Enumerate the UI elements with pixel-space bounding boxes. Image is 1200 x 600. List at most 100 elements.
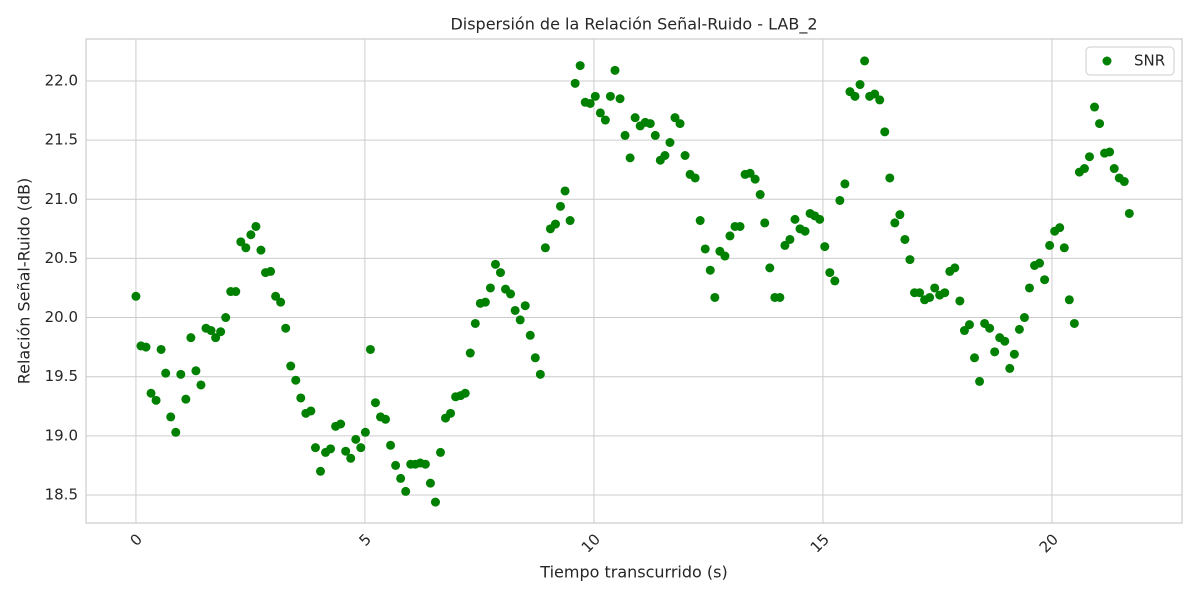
scatter-point — [465, 348, 475, 358]
scatter-point — [181, 394, 191, 404]
scatter-point — [950, 263, 960, 273]
scatter-point — [381, 414, 391, 424]
scatter-point — [1024, 283, 1034, 293]
scatter-point — [630, 113, 640, 123]
scatter-point — [905, 255, 915, 265]
scatter-point — [665, 137, 675, 147]
scatter-point — [326, 444, 336, 454]
scatter-point — [875, 95, 885, 105]
scatter-point — [1055, 223, 1065, 233]
scatter-point — [970, 353, 980, 363]
scatter-point — [196, 380, 206, 390]
y-tick-label: 21.5 — [45, 131, 78, 149]
scatter-point — [315, 466, 325, 476]
scatter-point — [855, 80, 865, 90]
scatter-point — [525, 330, 535, 340]
scatter-point — [555, 201, 565, 211]
scatter-point — [271, 291, 281, 301]
scatter-point — [356, 443, 366, 453]
y-tick-label: 20.5 — [45, 249, 78, 267]
scatter-point — [241, 243, 251, 253]
scatter-point — [1014, 324, 1024, 334]
scatter-point — [1124, 208, 1134, 218]
scatter-point — [705, 265, 715, 275]
legend-label: SNR — [1134, 52, 1165, 70]
scatter-point — [605, 91, 615, 101]
scatter-point — [785, 234, 795, 244]
scatter-point — [765, 263, 775, 273]
scatter-point — [930, 283, 940, 293]
scatter-point — [420, 459, 430, 469]
scatter-point — [156, 344, 166, 354]
scatter-point — [1095, 119, 1105, 129]
legend-marker — [1102, 56, 1112, 66]
scatter-point — [291, 375, 301, 385]
scatter-point — [600, 115, 610, 125]
scatter-point — [276, 297, 286, 307]
scatter-point — [959, 326, 969, 336]
scatter-point — [575, 61, 585, 71]
scatter-point — [1119, 177, 1129, 187]
scatter-point — [775, 292, 785, 302]
y-tick-label: 19.5 — [45, 367, 78, 385]
scatter-point — [161, 368, 171, 378]
scatter-point — [341, 446, 351, 456]
y-tick-label: 19.0 — [45, 426, 78, 444]
scatter-point — [370, 398, 380, 408]
scatter-point — [1109, 164, 1119, 174]
scatter-point — [460, 388, 470, 398]
scatter-point — [755, 190, 765, 200]
scatter-point — [470, 318, 480, 328]
scatter-point — [1064, 295, 1074, 305]
scatter-point — [990, 347, 1000, 357]
scatter-point — [146, 388, 156, 398]
plot-frame — [85, 38, 1183, 524]
scatter-point — [830, 276, 840, 286]
scatter-point — [360, 427, 370, 437]
scatter-point — [480, 297, 490, 307]
scatter-point — [885, 173, 895, 183]
scatter-point — [425, 478, 435, 488]
scatter-point — [570, 78, 580, 88]
scatter-point — [590, 91, 600, 101]
scatter-point — [815, 214, 825, 224]
scatter-point — [1090, 102, 1100, 112]
legend-box — [1085, 46, 1175, 76]
scatter-point — [1059, 243, 1069, 253]
scatter-point — [680, 151, 690, 161]
scatter-point — [550, 219, 560, 229]
scatter-point — [211, 333, 221, 343]
scatter-point — [386, 440, 396, 450]
scatter-point — [396, 473, 406, 483]
scatter-point — [1040, 275, 1050, 285]
y-tick-label: 21.0 — [45, 190, 78, 208]
scatter-point — [565, 216, 575, 226]
scatter-point — [191, 366, 201, 376]
scatter-point — [306, 406, 316, 416]
scatter-point — [266, 266, 276, 276]
scatter-point — [176, 369, 186, 379]
scatter-point — [560, 186, 570, 196]
scatter-point — [530, 353, 540, 363]
scatter-point — [1105, 147, 1115, 157]
scatter-point — [880, 127, 890, 137]
scatter-point — [231, 287, 241, 297]
scatter-point — [780, 240, 790, 250]
scatter-point — [131, 291, 141, 301]
scatter-point — [760, 218, 770, 228]
scatter-point — [510, 305, 520, 315]
scatter-point — [695, 216, 705, 226]
scatter-point — [975, 376, 985, 386]
scatter-point — [166, 412, 176, 422]
scatter-point — [745, 168, 755, 178]
scatter-point — [955, 296, 965, 306]
y-tick-label: 22.0 — [45, 71, 78, 89]
scatter-point — [825, 268, 835, 278]
scatter-point — [495, 268, 505, 278]
scatter-point — [401, 486, 411, 496]
scatter-point — [625, 153, 635, 163]
scatter-point — [870, 89, 880, 99]
scatter-point — [391, 460, 401, 470]
scatter-point — [725, 231, 735, 241]
